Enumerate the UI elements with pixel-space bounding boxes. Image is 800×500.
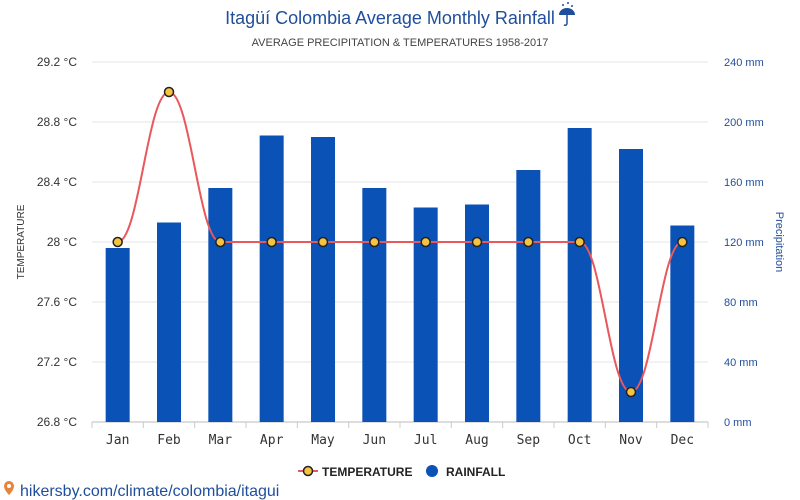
temperature-point-aug[interactable] [471,236,483,248]
temperature-point-may[interactable] [317,236,329,248]
right-tick-label: 120 mm [724,237,764,249]
temperature-point-sep[interactable] [523,236,534,248]
x-tick-label: Jun [363,433,386,448]
legend-label-rainfall: RAINFALL [446,465,505,479]
left-axis-label: TEMPERATURE [16,204,27,279]
right-tick-label: 240 mm [724,57,764,69]
temperature-point-jun[interactable] [369,236,380,248]
left-axis-ticks: 26.8 °C 27.2 °C 27.6 °C 28 °C 28.4 °C 28.8 °C… [37,55,77,429]
right-axis-ticks: 0 mm 40 mm 80 mm 120 mm 160 mm 200 mm 240 mm [724,57,764,429]
x-tick-label: Sep [517,433,541,448]
right-tick-label: 0 mm [724,417,752,429]
rainfall-bar-may[interactable] [311,137,335,422]
temperature-point-oct[interactable] [574,236,585,248]
rainfall-bars [105,128,695,423]
x-tick-label: Nov [619,433,643,448]
temperature-line-path [117,90,683,394]
left-tick-label: 28.8 °C [37,115,77,129]
left-tick-label: 26.8 °C [37,415,77,429]
rainfall-bar-jan[interactable] [105,248,130,422]
temperature-point-feb[interactable] [163,86,175,98]
x-tick-label: Aug [465,433,488,448]
rainfall-bar-dec[interactable] [670,225,695,423]
temperature-points [112,86,688,398]
right-tick-label: 160 mm [724,177,764,189]
temperature-line [117,90,683,394]
source-link[interactable]: hikersby.com/climate/colombia/itagui [20,483,279,500]
legend: TEMPERATURE RAINFALL [298,465,505,479]
legend-label-temperature: TEMPERATURE [322,465,412,479]
x-axis-ticks: Jan Feb Mar Apr May Jun Jul Aug Sep Oct Nov Dec [106,433,694,448]
legend-item-rainfall[interactable]: RAINFALL [426,465,505,479]
chart-subtitle: AVERAGE PRECIPITATION & TEMPERATURES 195… [252,37,549,49]
temperature-point-apr[interactable] [266,236,277,248]
x-tick-label: May [311,433,335,448]
right-axis-label: Precipitation [773,212,785,273]
location-pin-icon [4,481,14,495]
left-tick-label: 27.2 °C [37,355,77,369]
chart-title: Itagüí Colombia Average Monthly Rainfall [225,8,555,28]
rainfall-bar-jun[interactable] [362,188,387,422]
legend-item-temperature[interactable]: TEMPERATURE [298,465,412,479]
left-tick-label: 28 °C [47,235,77,249]
temperature-point-mar[interactable] [215,236,226,248]
rainfall-bar-feb[interactable] [157,222,181,423]
left-tick-label: 27.6 °C [37,295,77,309]
temperature-point-jul[interactable] [420,236,431,248]
x-tick-label: Jul [414,433,437,448]
rainfall-bar-oct[interactable] [567,128,592,422]
x-tick-label: Feb [157,433,181,448]
rainfall-bar-mar[interactable] [208,188,233,422]
rainfall-bar-apr[interactable] [259,135,284,423]
temperature-point-nov[interactable] [625,386,637,398]
left-tick-label: 28.4 °C [37,175,77,189]
right-tick-label: 80 mm [724,297,758,309]
temperature-point-jan[interactable] [112,236,123,248]
rainfall-bar-sep[interactable] [516,170,541,422]
right-tick-label: 40 mm [724,357,758,369]
umbrella-rain-icon [559,2,575,26]
x-tick-label: Dec [671,433,694,448]
temperature-point-dec[interactable] [677,236,688,248]
x-tick-label: Oct [568,433,591,448]
rainfall-bar-nov[interactable] [619,149,643,422]
x-tick-label: Mar [209,433,233,448]
left-tick-label: 29.2 °C [37,55,77,69]
x-tick-label: Jan [106,433,129,448]
x-tick-label: Apr [260,433,284,448]
right-tick-label: 200 mm [724,117,764,129]
